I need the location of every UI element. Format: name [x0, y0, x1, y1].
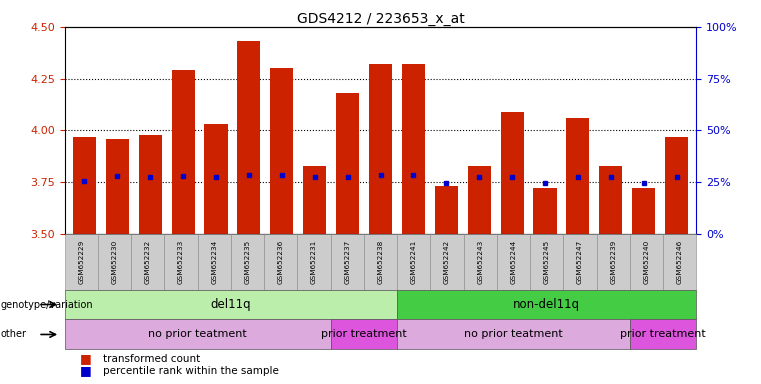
Text: no prior teatment: no prior teatment: [148, 329, 247, 339]
Bar: [402, 64, 425, 234]
Text: GSM652244: GSM652244: [511, 240, 517, 284]
Bar: [270, 68, 293, 234]
Text: GSM652242: GSM652242: [444, 240, 450, 284]
Text: ■: ■: [80, 364, 91, 377]
Text: GSM652243: GSM652243: [477, 240, 483, 284]
Bar: [632, 188, 655, 234]
Bar: [205, 124, 228, 234]
Bar: [336, 93, 359, 234]
Text: genotype/variation: genotype/variation: [1, 300, 94, 310]
Bar: [303, 166, 326, 234]
Bar: [533, 188, 556, 234]
Text: GSM652237: GSM652237: [344, 240, 350, 284]
Bar: [106, 139, 129, 234]
Bar: [139, 134, 162, 234]
Text: GSM652236: GSM652236: [278, 240, 284, 284]
Bar: [599, 166, 622, 234]
Text: GSM652239: GSM652239: [610, 240, 616, 284]
Text: ■: ■: [80, 353, 91, 366]
Text: percentile rank within the sample: percentile rank within the sample: [103, 366, 279, 376]
Bar: [566, 118, 590, 234]
Text: non-del11q: non-del11q: [513, 298, 581, 311]
Text: GSM652232: GSM652232: [145, 240, 151, 284]
Text: transformed count: transformed count: [103, 354, 200, 364]
Text: GSM652241: GSM652241: [411, 240, 417, 284]
Title: GDS4212 / 223653_x_at: GDS4212 / 223653_x_at: [297, 12, 464, 26]
Bar: [237, 41, 260, 234]
Text: GSM652238: GSM652238: [377, 240, 384, 284]
Text: prior treatment: prior treatment: [321, 329, 406, 339]
Text: other: other: [1, 329, 27, 339]
Bar: [435, 186, 458, 234]
Text: GSM652230: GSM652230: [112, 240, 117, 284]
Bar: [171, 70, 195, 234]
Text: del11q: del11q: [211, 298, 251, 311]
Text: GSM652240: GSM652240: [644, 240, 649, 284]
Text: GSM652246: GSM652246: [677, 240, 683, 284]
Text: GSM652234: GSM652234: [212, 240, 218, 284]
Text: GSM652247: GSM652247: [577, 240, 583, 284]
Text: prior treatment: prior treatment: [620, 329, 706, 339]
Bar: [501, 112, 524, 234]
Text: GSM652229: GSM652229: [78, 240, 84, 284]
Text: GSM652233: GSM652233: [178, 240, 184, 284]
Text: GSM652245: GSM652245: [543, 240, 549, 284]
Text: no prior teatment: no prior teatment: [464, 329, 563, 339]
Bar: [665, 137, 688, 234]
Text: GSM652231: GSM652231: [311, 240, 317, 284]
Bar: [468, 166, 491, 234]
Bar: [73, 137, 96, 234]
Text: GSM652235: GSM652235: [244, 240, 250, 284]
Bar: [369, 64, 392, 234]
